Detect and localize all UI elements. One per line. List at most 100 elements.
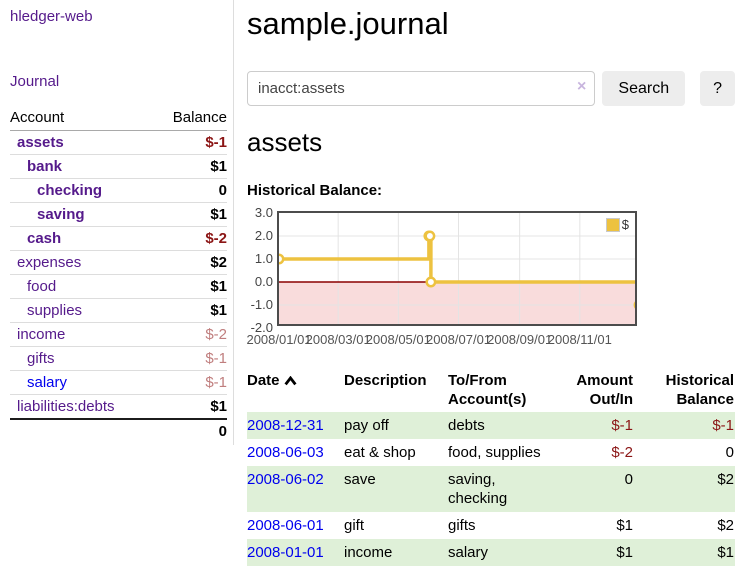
- transaction-description-cell: eat & shop: [344, 444, 416, 461]
- account-link[interactable]: food: [27, 278, 57, 295]
- account-balance: $-1: [205, 134, 227, 151]
- legend-swatch-icon: [605, 217, 620, 232]
- account-link[interactable]: checking: [37, 182, 103, 199]
- account-link[interactable]: salary: [27, 374, 68, 391]
- transaction-date-cell: 2008-06-02: [247, 466, 344, 512]
- account-link[interactable]: saving: [37, 206, 85, 223]
- transaction-accounts-cell: saving, checking: [448, 466, 552, 512]
- account-balance: $1: [152, 274, 227, 299]
- account-link[interactable]: expenses: [17, 254, 82, 271]
- account-balance: $-2: [152, 226, 227, 251]
- transaction-balance-cell: $2: [717, 517, 734, 534]
- register-row: 2008-06-01 gift gifts $1 $2: [247, 512, 735, 539]
- accounts-table: Account Balance assets $-1 bank $1 checking 0…: [10, 106, 227, 443]
- total-label-cell: [10, 418, 153, 443]
- account-link[interactable]: cash: [27, 230, 62, 247]
- transaction-amount-cell: $-1: [552, 412, 634, 439]
- sort-ascending-icon[interactable]: [284, 372, 297, 391]
- help-button[interactable]: ?: [700, 71, 735, 106]
- account-row: gifts $-1: [10, 346, 227, 371]
- y-tick-label: 3.0: [254, 205, 273, 220]
- account-row: income $-2: [10, 322, 227, 347]
- column-header-description: Description: [344, 372, 427, 389]
- register-rows: 2008-12-31 pay off debts $-1 $-1 2008-06-03 ea…: [247, 412, 735, 566]
- column-header-amount: Amount Out/In: [576, 372, 633, 408]
- x-tick-label: 2008/07/01: [425, 332, 492, 347]
- transaction-amount-cell: 0: [552, 466, 634, 512]
- account-link[interactable]: assets: [17, 134, 64, 151]
- sidebar: hledger-web Journal Account Balance asse…: [0, 0, 234, 445]
- search-input[interactable]: [247, 71, 596, 106]
- account-row: checking 0: [10, 178, 227, 203]
- account-balance: $1: [152, 202, 227, 227]
- account-row: cash $-2: [10, 226, 227, 251]
- account-link[interactable]: supplies: [27, 302, 83, 319]
- transaction-balance-cell: $-1: [634, 412, 735, 439]
- x-tick-label: 2008/05/01: [365, 332, 431, 347]
- y-tick-label: 1.0: [254, 251, 273, 266]
- page-title: sample.journal: [247, 6, 449, 41]
- account-balance: $1: [152, 298, 227, 323]
- account-balance: $1: [152, 154, 227, 179]
- account-name-cell: checking: [10, 178, 153, 203]
- account-name-cell: assets: [10, 131, 153, 155]
- account-rows: assets $-1 bank $1 checking 0 saving $1 cash $-2 e…: [10, 131, 227, 419]
- accounts-header-row: Account Balance: [10, 106, 227, 131]
- account-row: saving $1: [10, 202, 227, 227]
- balance-column-header: Balance: [152, 106, 227, 131]
- legend-label: $: [621, 217, 629, 232]
- transaction-date-link[interactable]: 2008-12-31: [247, 417, 324, 434]
- account-row: liabilities:debts $1: [10, 394, 227, 419]
- app-title-link[interactable]: hledger-web: [10, 8, 93, 25]
- account-balance: $-1: [152, 346, 227, 371]
- chart-title: Historical Balance:: [247, 182, 383, 199]
- transaction-amount-cell: $1: [552, 539, 634, 566]
- transaction-accounts-cell: debts: [448, 412, 552, 439]
- account-name-cell: expenses: [10, 250, 153, 275]
- clear-search-icon[interactable]: ×: [577, 78, 587, 95]
- account-balance: $-2: [152, 322, 227, 347]
- transaction-date-link[interactable]: 2008-01-01: [247, 544, 324, 561]
- transaction-accounts-cell: gifts: [448, 517, 476, 534]
- transaction-date-link[interactable]: 2008-06-03: [247, 444, 324, 461]
- total-balance: 0: [152, 418, 227, 443]
- register-row: 2008-12-31 pay off debts $-1 $-1: [247, 412, 735, 439]
- transaction-description-cell: pay off: [344, 412, 448, 439]
- y-tick-label: -2.0: [250, 320, 273, 335]
- register-table: Date Description To/From Account(s) Amou…: [247, 368, 735, 566]
- transaction-date-link[interactable]: 2008-06-01: [247, 517, 324, 534]
- transaction-amount-cell: $-2: [611, 444, 633, 461]
- account-link[interactable]: bank: [27, 158, 63, 175]
- search-button[interactable]: Search: [602, 71, 686, 106]
- account-balance: 0: [152, 178, 227, 203]
- column-header-balance: Historical Balance: [665, 372, 734, 408]
- account-row: food $1: [10, 274, 227, 299]
- account-link[interactable]: liabilities:debts: [17, 398, 115, 415]
- page: hledger-web Journal Account Balance asse…: [0, 0, 742, 566]
- account-name-cell: supplies: [10, 298, 153, 323]
- transaction-date-cell: 2008-12-31: [247, 412, 344, 439]
- journal-link[interactable]: Journal: [10, 73, 60, 90]
- column-header-date[interactable]: Date: [247, 368, 344, 412]
- x-tick-label: 2008/01/01: [246, 332, 312, 347]
- chart-legend: $: [604, 216, 630, 233]
- transaction-date-cell: 2008-06-01: [247, 512, 344, 539]
- transaction-description-cell: income: [344, 539, 448, 566]
- account-name-cell: gifts: [10, 346, 153, 371]
- account-name-cell: income: [10, 322, 153, 347]
- chart-x-axis: 2008/01/01 2008/03/01 2008/05/01 2008/07/01…: [246, 332, 647, 349]
- transaction-description-cell: save: [344, 466, 448, 512]
- account-link[interactable]: income: [17, 326, 66, 343]
- transaction-accounts-cell: salary: [448, 539, 552, 566]
- account-name-cell: bank: [10, 154, 153, 179]
- search-field-wrap: ×: [247, 71, 596, 106]
- account-link[interactable]: gifts: [27, 350, 55, 367]
- transaction-date-link[interactable]: 2008-06-02: [247, 471, 324, 488]
- register-row: 2008-06-03 eat & shop food, supplies $-2 0: [247, 439, 735, 466]
- account-column-header: Account: [10, 106, 153, 131]
- account-name-cell: saving: [10, 202, 153, 227]
- main-panel: sample.journal × Search ? assets Histori…: [234, 0, 742, 566]
- x-tick-label: 2008/11/01: [547, 332, 612, 347]
- search-bar: × Search ?: [247, 71, 735, 106]
- register-row: 2008-01-01 income salary $1 $1: [247, 539, 735, 566]
